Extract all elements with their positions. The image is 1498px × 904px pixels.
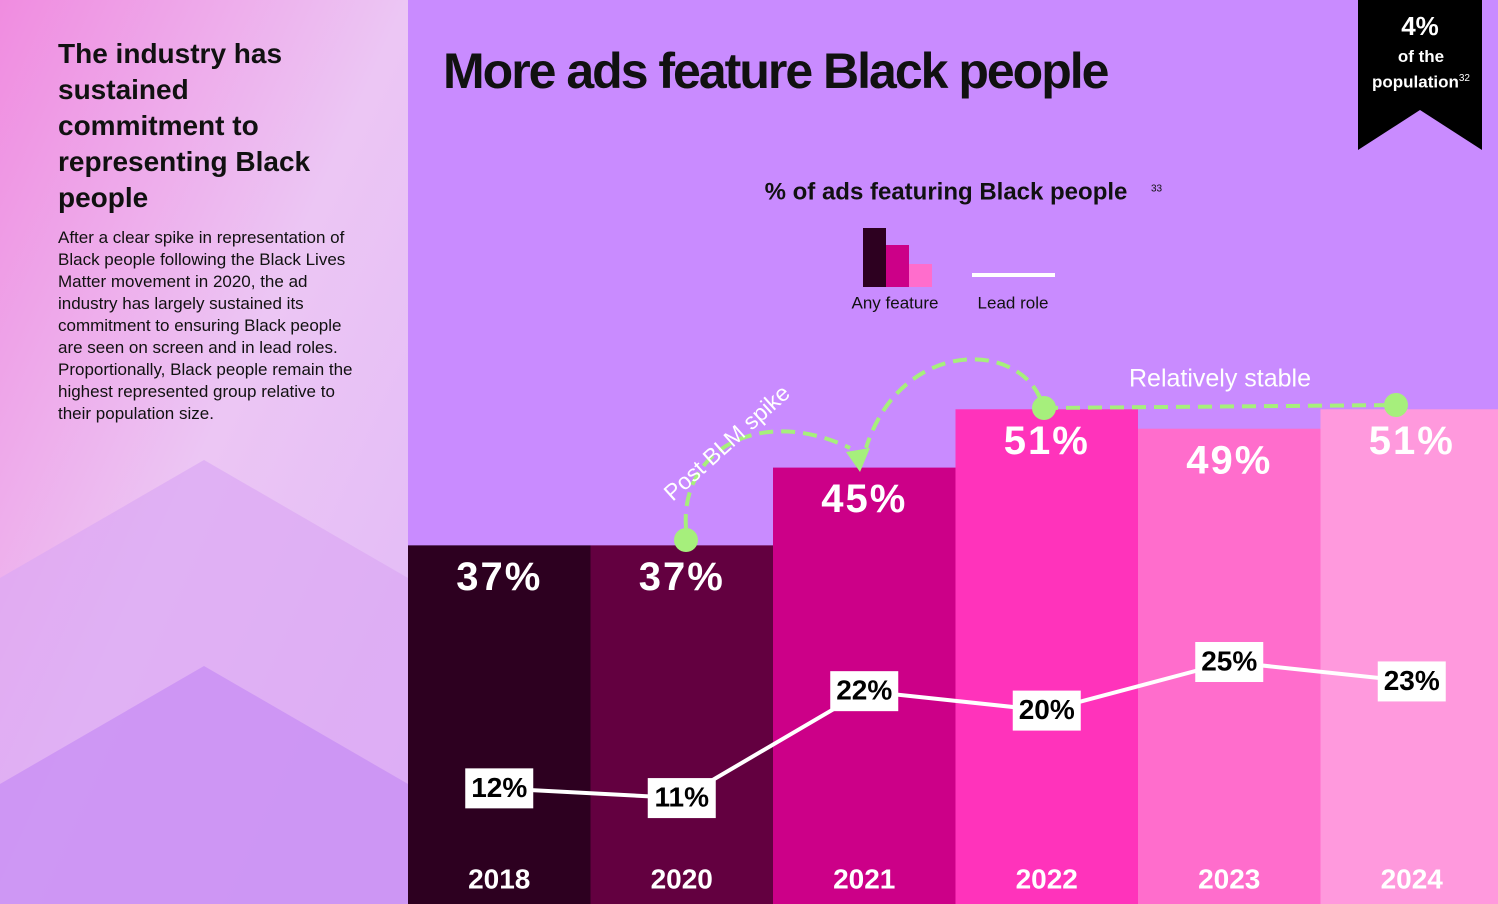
line-label: 22% (836, 675, 892, 706)
x-tick-label: 2024 (1381, 863, 1444, 894)
arrow (683, 429, 851, 529)
bar-label: 51% (1004, 419, 1090, 463)
annotation: Relatively stable (1129, 365, 1311, 393)
x-tick-label: 2021 (833, 863, 895, 894)
bar (955, 409, 1138, 904)
chart-subtitle: % of ads featuring Black people (765, 178, 1128, 205)
badge-label: of the population32 (1362, 46, 1480, 94)
line-label: 12% (471, 772, 527, 803)
dot (674, 528, 698, 552)
bar-label: 37% (639, 555, 725, 599)
sidebar-heading: The industry has sustained commitment to… (58, 38, 311, 213)
arrowhead (846, 448, 870, 472)
stable-line (1043, 403, 1397, 410)
bar-label: 49% (1186, 438, 1272, 482)
arrow (864, 357, 1042, 449)
chevron (0, 666, 408, 904)
line-label: 20% (1019, 694, 1075, 725)
sidebar-body: After a clear spike in representation of… (58, 228, 353, 423)
label-box (1377, 661, 1446, 702)
x-tick-label: 2022 (1016, 863, 1078, 894)
chart-title: More ads feature Black people (443, 43, 1109, 99)
legend-swatch (886, 245, 909, 287)
bar-label: 37% (456, 555, 542, 599)
label-box (1012, 690, 1081, 731)
legend-swatch (863, 228, 886, 287)
plot: Any feature Lead role 37% 2018 37% 2020 45% 202… (408, 228, 1498, 904)
x-tick-label: 2020 (651, 863, 713, 894)
label-box (647, 778, 716, 819)
badge-value: 4% (1401, 11, 1439, 41)
legend-swatch (909, 264, 932, 287)
bar-label: 45% (821, 477, 907, 521)
subtitle-footnote: 33 (1151, 184, 1163, 195)
label-box (465, 768, 534, 809)
x-tick-label: 2023 (1198, 863, 1260, 894)
label-box (1195, 642, 1264, 682)
legend-label: Any feature (852, 293, 939, 312)
badge-ribbon (1358, 0, 1482, 150)
badge-text: of the population (1372, 47, 1459, 92)
bar-label: 51% (1369, 419, 1455, 463)
label-box (830, 671, 899, 712)
bar (590, 545, 773, 904)
bar (1320, 409, 1498, 904)
badge-footnote: 32 (1458, 73, 1470, 84)
line-label: 25% (1201, 645, 1257, 676)
legend-label: Lead role (978, 293, 1049, 312)
line-label: 11% (655, 781, 710, 812)
dot (1032, 396, 1056, 420)
dot (1384, 393, 1408, 417)
bar (408, 545, 591, 904)
x-tick-label: 2018 (468, 863, 530, 894)
line-label: 23% (1384, 665, 1440, 696)
